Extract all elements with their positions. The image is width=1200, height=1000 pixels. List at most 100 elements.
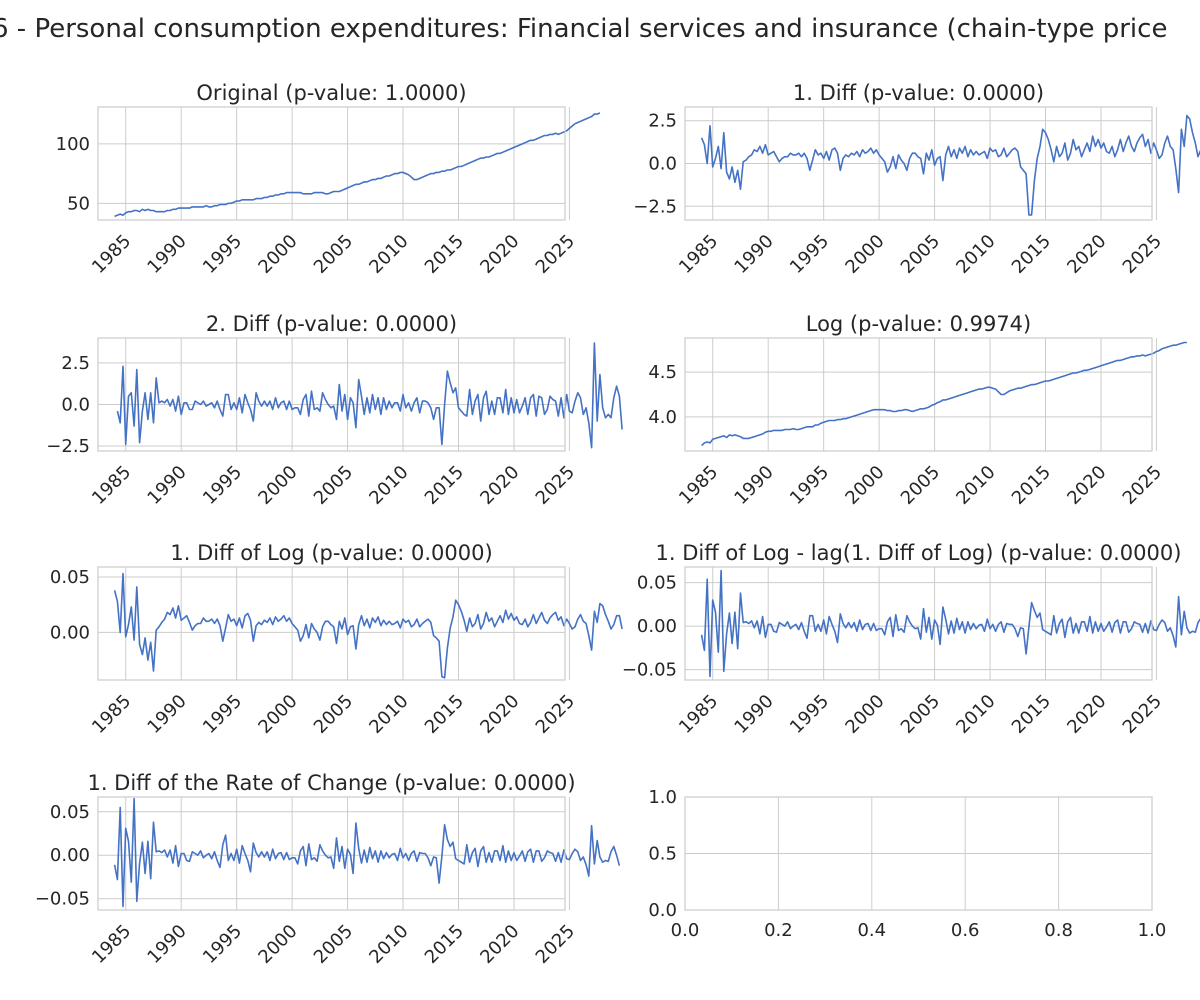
figure-title: 6 - Personal consumption expenditures: F…	[0, 14, 1168, 44]
x-tick-label: 2015	[1008, 462, 1055, 509]
x-tick-label: 2000	[254, 231, 301, 278]
y-tick-label: 100	[56, 134, 90, 155]
x-tick-label: 2015	[1008, 231, 1055, 278]
x-tick-label: 1985	[675, 462, 722, 509]
x-tick-label: 2005	[310, 691, 357, 738]
x-tick-label: 2015	[421, 921, 468, 968]
x-tick-label: 1985	[88, 921, 135, 968]
x-tick-label: 2025	[532, 231, 579, 278]
x-tick-label: 2005	[310, 231, 357, 278]
subplot-title: Original (p-value: 1.0000)	[196, 81, 466, 105]
y-tick-label: −2.5	[46, 436, 90, 457]
y-tick-label: 4.0	[648, 407, 677, 428]
axes-frame	[684, 566, 1153, 681]
series-line	[701, 341, 1187, 447]
x-tick-label: 1990	[730, 691, 777, 738]
subplot-title: 1. Diff (p-value: 0.0000)	[793, 81, 1044, 105]
x-tick-label: 1990	[730, 462, 777, 509]
y-tick-label: 0.5	[648, 844, 677, 865]
x-tick-label: 2025	[532, 691, 579, 738]
x-tick-label: 2025	[532, 921, 579, 968]
x-tick-label: 1990	[143, 921, 190, 968]
y-tick-label: −0.05	[35, 889, 90, 910]
subplot-8: 0.0 0.2 0.4 0.6 0.8 1.0 0.0 0.5 1.0	[648, 787, 1166, 941]
x-tick-label: 2005	[310, 921, 357, 968]
x-tick-label: 2020	[476, 691, 523, 738]
x-tick-label: 1990	[143, 231, 190, 278]
y-tick-label: 0.00	[50, 845, 90, 866]
subplot-5: 1985 1990 1995 2000 2005 2010 2015 2020 2025 0.00…	[50, 541, 623, 738]
subplot-2: 1985 1990 1995 2000 2005 2010 2015 2020 2025 −2.5…	[633, 81, 1200, 278]
x-tick-label: 0.8	[1044, 920, 1073, 941]
x-tick-label: 2005	[310, 462, 357, 509]
axes-frame	[97, 106, 566, 221]
x-tick-label: 1990	[730, 231, 777, 278]
series-line	[113, 572, 623, 679]
series-line	[700, 114, 1200, 216]
x-tick-label: 2020	[476, 231, 523, 278]
y-tick-label: 0.0	[648, 900, 677, 921]
x-tick-label: 1985	[88, 462, 135, 509]
x-tick-label: 2005	[897, 462, 944, 509]
x-tick-label: 2000	[841, 231, 888, 278]
x-tick-label: 2020	[1063, 691, 1110, 738]
series-line	[116, 342, 623, 449]
subplot-6: 1985 1990 1995 2000 2005 2010 2015 2020 2025 −0.0…	[622, 541, 1200, 738]
x-tick-label: 2015	[421, 691, 468, 738]
x-tick-label: 1985	[88, 691, 135, 738]
subplot-title: 1. Diff of Log (p-value: 0.0000)	[170, 541, 492, 565]
x-tick-label: 2010	[365, 231, 412, 278]
y-tick-label: 0.00	[637, 616, 677, 637]
x-tick-label: 2025	[1119, 231, 1166, 278]
x-tick-label: 2005	[897, 691, 944, 738]
x-tick-label: 2015	[421, 231, 468, 278]
subplot-3: 1985 1990 1995 2000 2005 2010 2015 2020 2025 −2.5…	[46, 312, 623, 509]
x-tick-label: 2010	[365, 921, 412, 968]
x-tick-label: 1.0	[1138, 920, 1167, 941]
y-tick-label: 0.0	[648, 154, 677, 175]
x-tick-label: 1990	[143, 691, 190, 738]
x-tick-label: 2010	[952, 691, 999, 738]
x-tick-label: 0.4	[857, 920, 886, 941]
y-tick-label: 0.05	[50, 802, 90, 823]
x-tick-label: 1985	[675, 231, 722, 278]
x-tick-label: 1995	[786, 691, 833, 738]
x-tick-label: 2020	[1063, 231, 1110, 278]
x-tick-label: 1990	[143, 462, 190, 509]
subplot-title: Log (p-value: 0.9974)	[806, 312, 1032, 336]
x-tick-label: 2015	[421, 462, 468, 509]
y-tick-label: 4.5	[648, 362, 677, 383]
x-tick-label: 1995	[199, 691, 246, 738]
x-tick-label: 1985	[88, 231, 135, 278]
series-line	[700, 569, 1200, 678]
subplot-4: 1985 1990 1995 2000 2005 2010 2015 2020 2025 4.0 4…	[648, 312, 1187, 509]
y-tick-label: 1.0	[648, 787, 677, 808]
x-tick-label: 2000	[254, 921, 301, 968]
x-tick-label: 2000	[841, 462, 888, 509]
subplot-title: 1. Diff of the Rate of Change (p-value: …	[87, 771, 575, 795]
x-tick-label: 2010	[365, 691, 412, 738]
x-tick-label: 2015	[1008, 691, 1055, 738]
axes-frame	[684, 796, 1153, 911]
subplot-title: 1. Diff of Log - lag(1. Diff of Log) (p-…	[656, 541, 1182, 565]
x-tick-label: 1995	[199, 462, 246, 509]
y-tick-label: 0.05	[50, 567, 90, 588]
x-tick-label: 2010	[365, 462, 412, 509]
axes-frame	[684, 106, 1153, 221]
y-tick-label: −0.05	[622, 660, 677, 681]
x-tick-label: 2020	[476, 462, 523, 509]
series-line	[114, 112, 601, 218]
y-tick-label: 2.5	[648, 111, 677, 132]
x-tick-label: 0.0	[671, 920, 700, 941]
axes-frame	[97, 796, 566, 911]
axes-frame	[684, 337, 1153, 452]
x-tick-label: 2000	[254, 462, 301, 509]
x-tick-label: 2000	[841, 691, 888, 738]
axes-frame	[97, 566, 566, 681]
x-tick-label: 1995	[786, 231, 833, 278]
x-tick-label: 2025	[532, 462, 579, 509]
y-tick-label: 50	[67, 193, 90, 214]
x-tick-label: 2025	[1119, 462, 1166, 509]
y-tick-label: 2.5	[61, 353, 90, 374]
x-tick-label: 2010	[952, 231, 999, 278]
